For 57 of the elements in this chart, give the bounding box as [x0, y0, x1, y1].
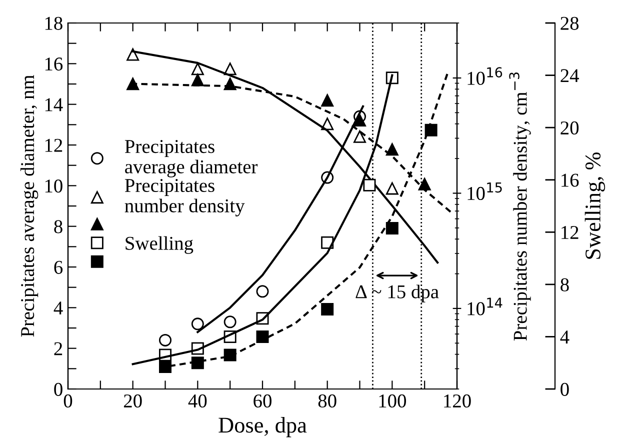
y3-tick-label: 0: [560, 382, 569, 396]
y3-tick-label: 8: [560, 278, 569, 292]
y2-tick-label: 10$^{16}$: [468, 67, 502, 85]
x-tick-label: 40: [188, 394, 207, 408]
y3-tick-label: 28: [560, 16, 579, 30]
x-axis-title: Dose, dpa: [218, 417, 307, 438]
x-tick-label: 60: [254, 394, 272, 408]
point: [191, 356, 204, 370]
point: [256, 285, 269, 298]
y-tick-label: 12: [45, 138, 62, 152]
y2-tick-label: 10$^{15}$: [468, 182, 502, 200]
y-tick-label: 0: [54, 382, 62, 396]
y-tick-label: 8: [54, 220, 62, 234]
point: [256, 330, 269, 343]
x-tick-label: 80: [318, 394, 336, 408]
x-tick-label: 0: [64, 394, 72, 408]
annotation: Δ ~ 15 dpa: [356, 284, 439, 302]
point: [354, 114, 366, 126]
point: [354, 130, 366, 143]
x-tick-label: 20: [124, 394, 142, 408]
y3-tick-label: 16: [562, 174, 579, 187]
point: [418, 178, 431, 190]
x-tick-label: 100: [379, 394, 406, 408]
point: [191, 62, 204, 76]
y3-tick-label: 4: [560, 330, 570, 344]
point: [126, 48, 140, 61]
point: [159, 334, 172, 346]
y-tick-label: 16: [45, 58, 63, 71]
point: [386, 143, 398, 156]
y3-axis-title: Swelling, %: [584, 152, 606, 259]
y-tick-label: 10: [45, 179, 62, 193]
point: [363, 178, 376, 192]
point: [224, 316, 236, 328]
y-tick-label: 4: [54, 302, 63, 314]
point: [386, 222, 398, 234]
point: [126, 78, 140, 90]
point: [191, 318, 204, 330]
point: [159, 360, 172, 374]
y-tick-label: 18: [45, 16, 62, 30]
x-tick-label: 120: [444, 394, 471, 408]
y-tick-label: 6: [54, 260, 63, 274]
legend-label: Swelling: [126, 236, 194, 254]
legend-label: Precipitates average diameter: [124, 140, 258, 178]
y3-tick-label: 12: [562, 226, 578, 239]
y-tick-label: 14: [45, 98, 63, 112]
point: [321, 303, 334, 316]
legend-label: Precipitates number density: [124, 178, 245, 216]
point: [224, 348, 236, 362]
y3-tick-label: 20: [560, 121, 579, 135]
y3-tick-label: 24: [560, 69, 579, 82]
y2-axis-title: Precipitates number density, cm$^{−3}$: [509, 72, 531, 341]
point: [321, 94, 334, 107]
y-axis-title: Precipitates average diameter, nm: [20, 74, 38, 337]
y2-tick-label: 10$^{14}$: [468, 298, 502, 316]
point: [386, 182, 398, 195]
y-tick-label: 2: [54, 342, 62, 356]
point: [191, 74, 204, 86]
